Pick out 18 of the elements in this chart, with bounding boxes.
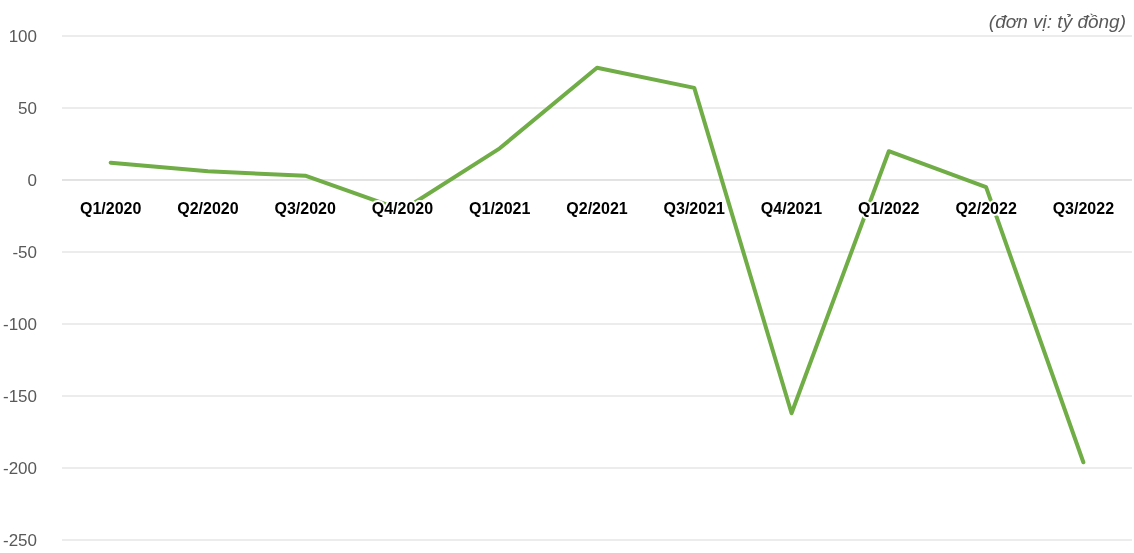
text: (đơn vị: tỷ đồng) bbox=[988, 11, 1126, 32]
x-tick-label: Q3/2022 bbox=[1052, 200, 1115, 217]
x-tick-label: Q4/2020 bbox=[371, 200, 434, 217]
x-tick-label: Q1/2020 bbox=[79, 200, 142, 217]
y-tick-label: 100 bbox=[8, 26, 37, 46]
x-tick-label: Q4/2021 bbox=[760, 200, 823, 217]
x-tick-label: Q2/2021 bbox=[566, 200, 628, 217]
y-tick-label: -250 bbox=[2, 530, 37, 550]
x-tick-label: Q1/2021 bbox=[469, 200, 531, 217]
x-tick-label: Q3/2020 bbox=[274, 200, 336, 217]
y-tick-label: -100 bbox=[2, 314, 37, 334]
y-tick-label: -150 bbox=[2, 386, 37, 406]
y-tick-label: 50 bbox=[18, 98, 37, 118]
y-tick-label: 0 bbox=[27, 170, 37, 190]
y-tick-label: -50 bbox=[12, 242, 37, 262]
x-tick-label: Q2/2020 bbox=[177, 200, 239, 217]
x-tick-label: Q3/2021 bbox=[663, 200, 726, 217]
y-tick-label: -200 bbox=[2, 458, 37, 478]
